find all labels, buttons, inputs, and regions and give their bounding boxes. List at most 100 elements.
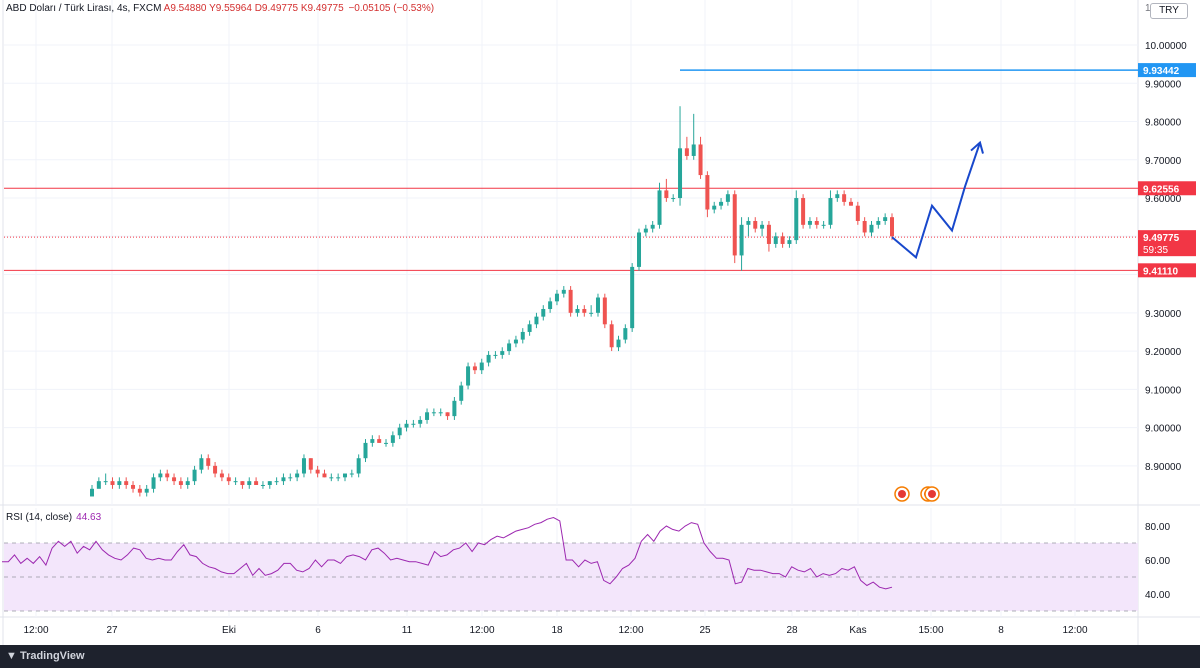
candle-body	[404, 423, 409, 428]
symbol-title: ABD Doları / Türk Lirası, 4s, FXCM	[6, 3, 162, 14]
candle-body	[602, 297, 607, 325]
price-tag-resistance-bg	[1138, 181, 1196, 196]
time-tick-label: 18	[551, 625, 563, 636]
candle-body	[657, 190, 662, 225]
candle-body	[213, 465, 218, 474]
candle-body	[595, 297, 600, 313]
candle-body	[691, 144, 696, 156]
candle-body	[842, 194, 847, 202]
candle-body	[110, 481, 115, 485]
candle-body	[185, 481, 190, 485]
open-label: A	[163, 3, 171, 14]
projection-arrowhead	[970, 140, 984, 154]
candle-body	[466, 366, 471, 386]
price-tick-label: 9.90000	[1145, 79, 1182, 90]
rsi-tick-label: 40.00	[1145, 590, 1170, 601]
candle-body	[377, 439, 382, 443]
candle-body	[493, 354, 498, 356]
tv-logo-icon: ▼	[6, 650, 17, 662]
high-label: Y	[209, 3, 216, 14]
candle-body	[158, 473, 163, 478]
candle-body	[507, 343, 512, 352]
candle-body	[96, 481, 101, 489]
candle-body	[807, 220, 812, 225]
candle-body	[103, 481, 108, 483]
price-tick-label: 9.10000	[1145, 385, 1182, 396]
candle-body	[144, 488, 149, 493]
time-tick-label: 11	[402, 625, 413, 636]
time-tick-label: 8	[998, 625, 1004, 636]
candle-body	[390, 435, 395, 443]
candle-body	[445, 412, 450, 417]
candle-body	[719, 201, 724, 206]
candle-body	[472, 366, 477, 371]
candle-body	[561, 289, 566, 294]
price-tick-label: 8.90000	[1145, 462, 1182, 473]
candle-body	[479, 362, 484, 371]
candle-body	[500, 351, 505, 355]
rsi-title: RSI (14, close)	[6, 512, 73, 523]
candle-body	[206, 458, 211, 466]
candle-body	[172, 477, 177, 482]
candle-body	[725, 194, 730, 202]
candle-body	[575, 308, 580, 313]
rsi-line	[2, 516, 893, 590]
candle-body	[787, 240, 792, 244]
candle-body	[862, 220, 867, 233]
candle-body	[295, 473, 300, 478]
change-value: −0.05105 (−0.53%)	[348, 3, 435, 14]
low-label: D	[254, 3, 262, 14]
time-tick-label: 28	[786, 625, 798, 636]
candle-body	[527, 324, 532, 332]
price-tag-resistance-text: 9.62556	[1143, 184, 1180, 195]
price-tag-support-bg	[1138, 263, 1196, 278]
time-tick-label: Eki	[222, 625, 236, 636]
candle-body	[855, 205, 860, 221]
candle-body	[684, 148, 689, 156]
time-tick-label: Kas	[849, 625, 866, 636]
candle-body	[301, 458, 306, 474]
candle-body	[247, 481, 252, 485]
candle-body	[589, 312, 594, 314]
event-flag-icon	[928, 490, 936, 498]
currency-badge[interactable]: TRY	[1150, 3, 1188, 19]
candle-body	[548, 301, 553, 309]
candle-body	[322, 473, 327, 478]
candle-body	[732, 194, 737, 256]
candle-body	[418, 419, 423, 424]
candle-body	[835, 194, 840, 199]
brand-name: TradingView	[19, 650, 85, 662]
open-value: 9.54880	[170, 3, 207, 14]
candle-body	[746, 220, 751, 225]
candle-body	[814, 220, 819, 225]
candle-body	[178, 481, 183, 485]
candle-body	[260, 484, 265, 486]
candle-body	[342, 473, 347, 478]
candle-body	[315, 469, 320, 474]
candle-body	[425, 412, 430, 420]
candle-body	[794, 198, 799, 241]
candle-body	[650, 224, 655, 229]
tradingview-logo[interactable]: ▼ TradingView	[6, 650, 85, 662]
price-tick-label: 9.70000	[1145, 156, 1182, 167]
candle-body	[349, 473, 354, 475]
candle-body	[281, 477, 286, 482]
candle-body	[609, 324, 614, 348]
price-tick-label: 9.30000	[1145, 309, 1182, 320]
rsi-legend: RSI (14, close) 44.63	[6, 512, 101, 523]
candle-body	[329, 477, 334, 479]
price-tag-support: 9.41110	[1138, 263, 1196, 278]
candle-body	[165, 473, 170, 478]
candle-body	[541, 308, 546, 317]
projection-path	[891, 142, 981, 260]
close-label: K	[300, 3, 308, 14]
candle-body	[233, 481, 238, 483]
candle-body	[336, 477, 341, 479]
candle-body	[773, 236, 778, 244]
price-tick-label: 9.80000	[1145, 118, 1182, 129]
price-tick-label: 9.20000	[1145, 347, 1182, 358]
candle-body	[876, 220, 881, 225]
